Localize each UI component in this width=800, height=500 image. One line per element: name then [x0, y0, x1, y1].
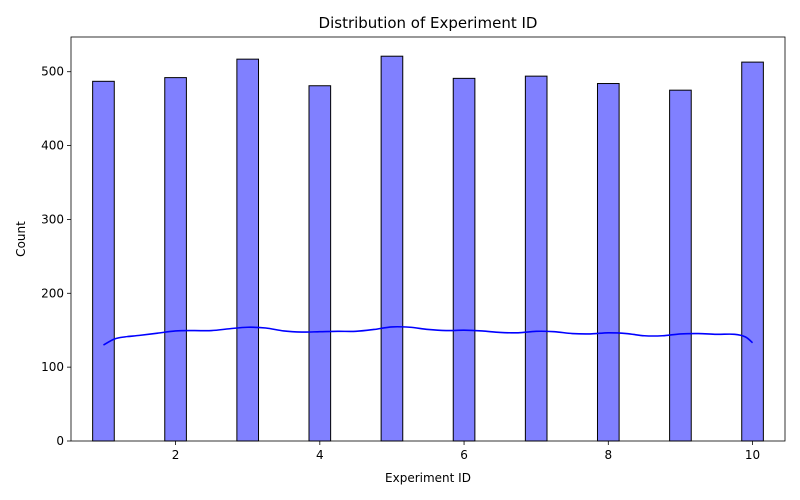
kde-line	[103, 325, 754, 346]
histogram-bar	[380, 55, 404, 442]
y-axis-title: Count	[14, 221, 28, 257]
y-tick-label: 300	[41, 212, 64, 226]
y-tick-label: 200	[41, 286, 64, 300]
histogram-bar	[669, 89, 692, 442]
histogram-bar	[524, 75, 548, 442]
x-tick-label: 10	[745, 448, 760, 462]
histogram-bar	[452, 77, 476, 442]
histogram-bar	[741, 61, 764, 442]
y-tick-label: 100	[41, 360, 64, 374]
histogram-bar	[164, 77, 187, 442]
x-tick-label: 4	[316, 448, 324, 462]
y-tick-label: 400	[41, 139, 64, 153]
histogram-bar	[596, 83, 620, 442]
y-axis-ticks: 0 100 200 300 400 500	[41, 65, 71, 448]
y-tick-label: 500	[41, 65, 64, 79]
histogram-bar	[92, 80, 115, 442]
x-axis-ticks: 2 4 6 8 10	[172, 441, 760, 462]
x-axis-title: Experiment ID	[385, 471, 471, 485]
axes-frame	[70, 36, 786, 442]
x-tick-label: 6	[460, 448, 468, 462]
chart-title: Distribution of Experiment ID	[319, 14, 538, 32]
histogram-bar	[236, 58, 260, 442]
histogram-bar	[308, 85, 332, 442]
x-tick-label: 8	[604, 448, 612, 462]
x-tick-label: 2	[172, 448, 180, 462]
bars-group	[92, 55, 764, 442]
y-tick-label: 0	[56, 434, 64, 448]
